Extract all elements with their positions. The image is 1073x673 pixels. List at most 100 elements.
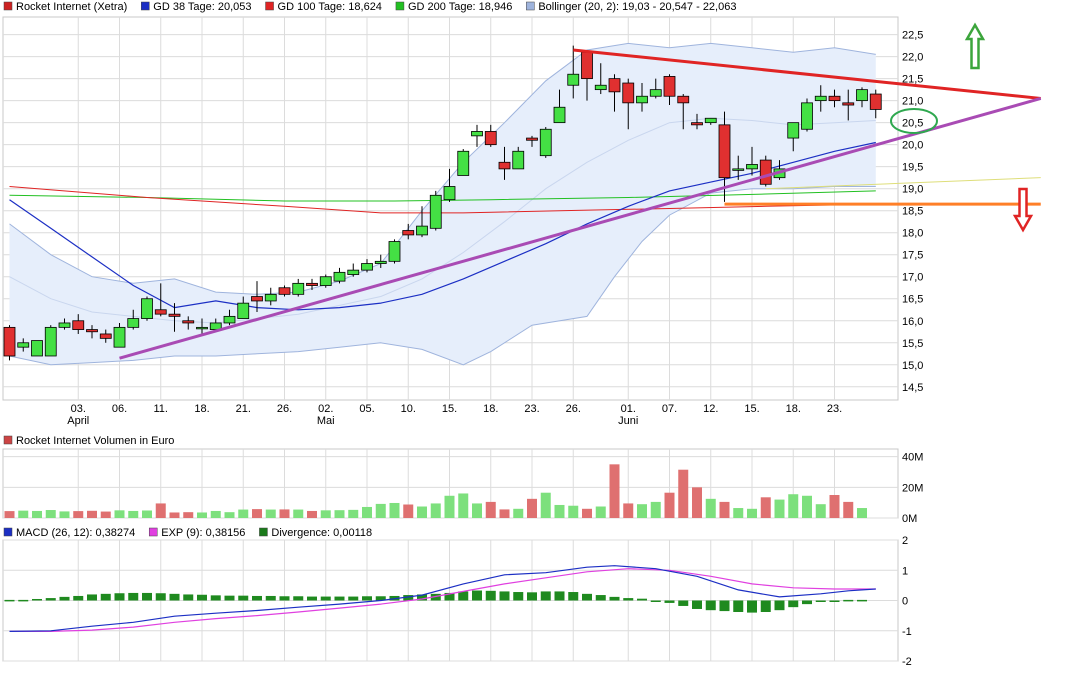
candle-body-45: [622, 82, 635, 104]
volume-bar-41: [568, 505, 579, 518]
candle-body-26: [361, 263, 373, 271]
volume-bar-32: [444, 495, 455, 518]
price-xtick-2: 11.: [154, 403, 168, 415]
divergence-bar-3: [45, 598, 56, 601]
volume-bar-29: [403, 504, 414, 518]
divergence-bar-4: [59, 596, 70, 601]
candle-body-38: [526, 137, 538, 141]
price-xtick-7: 05.: [359, 403, 374, 415]
candle-body-34: [471, 131, 483, 137]
price-legend-label-4: Bollinger (20, 2): 19,03 - 20,547 - 22,0…: [538, 1, 736, 13]
divergence-bar-22: [307, 596, 317, 601]
divergence-bar-10: [142, 592, 152, 601]
divergence-bar-46: [637, 598, 647, 601]
price-legend-label-1: GD 38 Tage: 20,053: [153, 1, 251, 13]
price-xtick-16: 15.: [744, 403, 759, 415]
gd38-line: [9, 141, 876, 311]
divergence-bar-34: [472, 590, 482, 601]
divergence-bar-42: [582, 593, 592, 601]
price-month-1: Mai: [317, 415, 335, 427]
divergence-bar-62: [857, 599, 867, 602]
candle-body-40: [553, 106, 566, 124]
divergence-bar-41: [568, 592, 579, 601]
volume-bar-44: [609, 464, 620, 518]
volume-bar-11: [155, 503, 166, 518]
divergence-bar-35: [485, 590, 496, 601]
divergence-bar-20: [279, 596, 290, 601]
candle-body-1: [17, 342, 30, 348]
divergence-bar-50: [692, 600, 702, 609]
volume-bar-24: [334, 510, 345, 518]
divergence-bar-47: [650, 600, 661, 602]
candle-body-29: [402, 230, 415, 236]
price-ytick-8: 18,5: [902, 206, 923, 218]
volume-bar-48: [664, 492, 675, 518]
volume-bar-35: [485, 501, 496, 518]
volume-bar-60: [829, 495, 840, 518]
volume-bar-21: [293, 509, 304, 518]
price-xtick-15: 12.: [703, 403, 718, 415]
divergence-bar-19: [265, 595, 276, 601]
divergence-bar-56: [774, 600, 785, 611]
volume-bar-52: [719, 501, 730, 518]
volume-bar-4: [59, 511, 70, 518]
candle-body-10: [141, 298, 153, 319]
volume-bar-51: [705, 498, 716, 518]
divergence-bar-32: [444, 592, 455, 601]
divergence-bar-59: [815, 600, 826, 602]
divergence-bar-27: [375, 596, 386, 601]
price-ytick-0: 14,5: [902, 382, 923, 394]
divergence-bar-55: [760, 600, 771, 612]
volume-bar-46: [637, 504, 647, 518]
candle-body-14: [196, 326, 208, 330]
divergence-bar-53: [733, 600, 744, 612]
candle-body-17: [237, 302, 250, 319]
price-ytick-10: 19,5: [902, 162, 923, 174]
volume-bar-38: [527, 498, 537, 518]
price-ytick-6: 17,5: [902, 250, 923, 262]
candle-body-6: [86, 329, 98, 333]
volume-bar-9: [128, 510, 139, 518]
trendline-support: [119, 96, 1042, 360]
candle-body-42: [581, 51, 593, 80]
volume-bar-15: [210, 510, 221, 518]
price-xtick-14: 07.: [662, 403, 677, 415]
price-month-2: Juni: [618, 415, 638, 427]
divergence-bar-38: [527, 592, 537, 601]
candle-body-18: [251, 296, 263, 302]
divergence-bar-25: [348, 596, 359, 601]
candle-body-62: [856, 89, 868, 102]
price-xtick-13: 01.: [621, 403, 636, 415]
volume-bar-3: [45, 510, 56, 518]
divergence-bar-61: [843, 599, 854, 602]
volume-bar-16: [224, 512, 235, 518]
trendline-resistance: [573, 48, 1041, 100]
price-ytick-15: 22,0: [902, 52, 923, 64]
candle-body-49: [677, 95, 690, 104]
candle-body-28: [388, 241, 401, 262]
divergence-bar-37: [513, 592, 524, 601]
price-legend-swatch-3: [395, 1, 405, 11]
macd-ytick-1: 1: [902, 565, 908, 577]
candle-body-3: [44, 326, 57, 357]
price-ytick-3: 16,0: [902, 316, 923, 328]
divergence-bar-57: [788, 600, 799, 608]
macd-ytick-0: 2: [902, 535, 908, 547]
divergence-bar-36: [499, 591, 510, 601]
candle-body-0: [3, 326, 16, 357]
candle-body-30: [416, 225, 428, 236]
volume-bar-18: [252, 509, 262, 518]
bollinger-upper: [9, 42, 876, 295]
volume-bar-37: [513, 508, 524, 518]
trendline-yellow: [765, 177, 1041, 190]
divergence-bar-33: [458, 591, 469, 601]
volume-bar-19: [265, 509, 276, 518]
volume-bar-10: [142, 510, 152, 518]
price-xtick-17: 18.: [786, 403, 801, 415]
volume-bar-25: [348, 509, 359, 518]
macd-ytick-3: -1: [902, 626, 912, 638]
macd-ytick-2: 0: [902, 596, 908, 608]
candle-body-8: [113, 326, 126, 348]
candle-body-44: [608, 78, 621, 93]
